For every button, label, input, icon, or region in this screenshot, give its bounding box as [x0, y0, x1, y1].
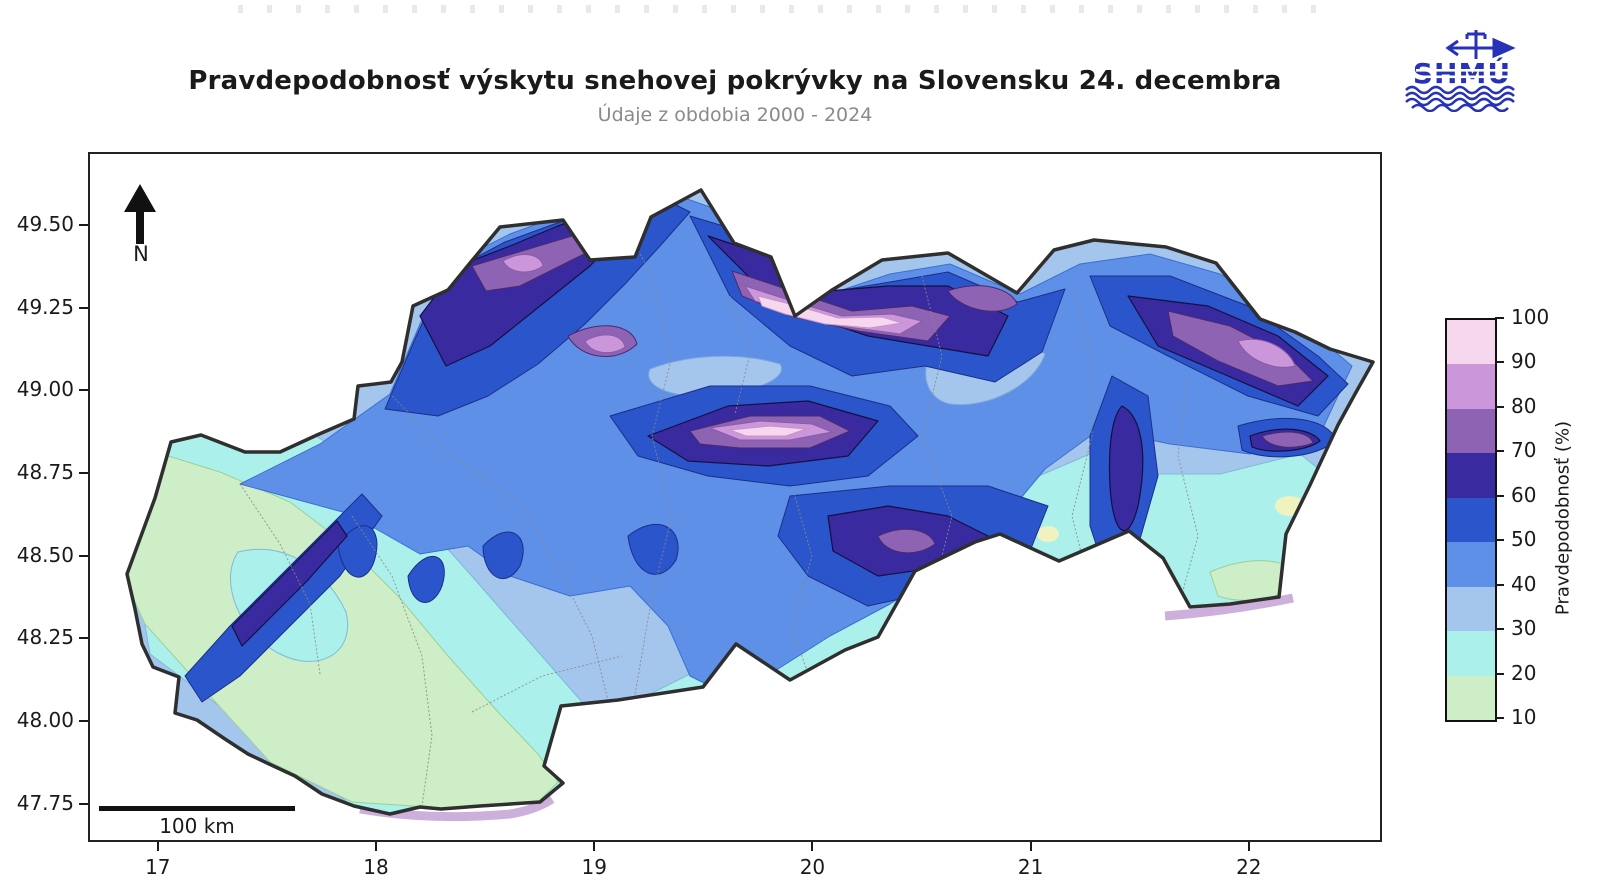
x-axis-tick [811, 842, 814, 851]
colorbar-tick [1495, 405, 1504, 408]
slovakia-border [125, 188, 1375, 816]
colorbar-tick [1495, 450, 1504, 453]
y-axis-tick-label: 48.75 [16, 459, 74, 484]
y-axis-tick-label: 48.50 [16, 542, 74, 567]
y-axis-tick-label: 49.25 [16, 294, 74, 319]
shmu-logo: SHMÚ [1398, 26, 1530, 113]
y-axis-tick-label: 49.50 [16, 211, 74, 236]
y-axis-tick-label: 49.00 [16, 377, 74, 402]
x-axis-tick [375, 842, 378, 851]
cropped-text-artifact [238, 5, 1328, 13]
colorbar-tick-label: 80 [1511, 393, 1537, 418]
colorbar-tick-label: 20 [1511, 660, 1537, 685]
colorbar-tick-label: 100 [1511, 305, 1550, 329]
colorbar-segment-10-20 [1447, 675, 1495, 720]
colorbar-segment-80-90 [1447, 364, 1495, 409]
x-axis-tick-label: 17 [145, 855, 171, 879]
shmu-logo-graphic: SHMÚ [1405, 30, 1516, 113]
north-arrow-icon [124, 184, 156, 244]
map-plot-area: N 100 km [88, 152, 1382, 842]
colorbar-tick [1495, 361, 1504, 364]
scale-bar-label: 100 km [159, 814, 235, 838]
colorbar-segment-50-60 [1447, 497, 1495, 543]
colorbar-segment-90-100 [1447, 320, 1495, 365]
colorbar-tick-label: 50 [1511, 527, 1537, 552]
page-title: Pravdepodobnosť výskytu snehovej pokrývk… [188, 66, 1282, 96]
colorbar [1445, 318, 1497, 722]
shmu-logo-text: SHMÚ [1413, 56, 1511, 90]
colorbar-segment-70-80 [1447, 408, 1495, 454]
colorbar-tick [1495, 317, 1504, 319]
x-axis-tick-label: 20 [799, 855, 826, 879]
colorbar-tick-label: 90 [1511, 349, 1537, 374]
colorbar-tick-label: 30 [1511, 616, 1537, 641]
colorbar-tick-label: 10 [1511, 705, 1537, 729]
x-axis-tick [156, 842, 159, 851]
scale-bar [99, 806, 295, 811]
colorbar-tick [1495, 494, 1504, 497]
y-axis-tick-label: 48.25 [16, 625, 74, 650]
colorbar-segment-30-40 [1447, 586, 1495, 632]
north-arrow-label: N [133, 242, 149, 266]
logo-stripe [1416, 75, 1508, 79]
colorbar-axis-label: Pravdepodobnosť (%) [1552, 420, 1574, 616]
x-axis-tick-label: 19 [581, 855, 607, 879]
colorbar-tick-label: 70 [1511, 438, 1537, 463]
colorbar-tick-label: 40 [1511, 571, 1537, 596]
y-axis-tick [79, 720, 88, 723]
slovakia-contour-map [124, 184, 1375, 822]
colorbar-tick [1495, 583, 1504, 586]
x-axis-tick-label: 18 [363, 855, 389, 879]
x-axis-tick [593, 842, 596, 851]
weather-vane-icon [1445, 30, 1516, 59]
y-axis-tick-label: 47.75 [16, 790, 74, 815]
colorbar-segment-20-30 [1447, 631, 1495, 676]
logo-stripe [1416, 69, 1508, 72]
y-axis-tick [79, 471, 88, 474]
y-axis-tick [79, 802, 88, 805]
colorbar-tick [1495, 539, 1504, 542]
colorbar-tick [1495, 672, 1504, 675]
x-axis-tick-label: 22 [1236, 855, 1262, 879]
y-axis-tick [79, 306, 88, 309]
y-axis-tick [79, 554, 88, 557]
colorbar-segment-40-50 [1447, 542, 1495, 587]
colorbar-tick [1495, 717, 1504, 719]
page-subtitle: Údaje z obdobia 2000 - 2024 [597, 104, 873, 126]
y-axis-tick [79, 637, 88, 640]
district-boundaries [239, 200, 1199, 807]
y-axis-tick [79, 389, 88, 392]
y-axis-tick-label: 48.00 [16, 708, 74, 733]
y-axis-tick [79, 223, 88, 226]
x-axis-tick-label: 21 [1017, 855, 1044, 879]
colorbar-segment-60-70 [1447, 453, 1495, 498]
colorbar-tick-label: 60 [1511, 482, 1537, 507]
colorbar-tick [1495, 628, 1504, 631]
x-axis-tick [1029, 842, 1032, 851]
logo-waves-icon [1405, 85, 1515, 113]
x-axis-tick [1247, 842, 1250, 851]
